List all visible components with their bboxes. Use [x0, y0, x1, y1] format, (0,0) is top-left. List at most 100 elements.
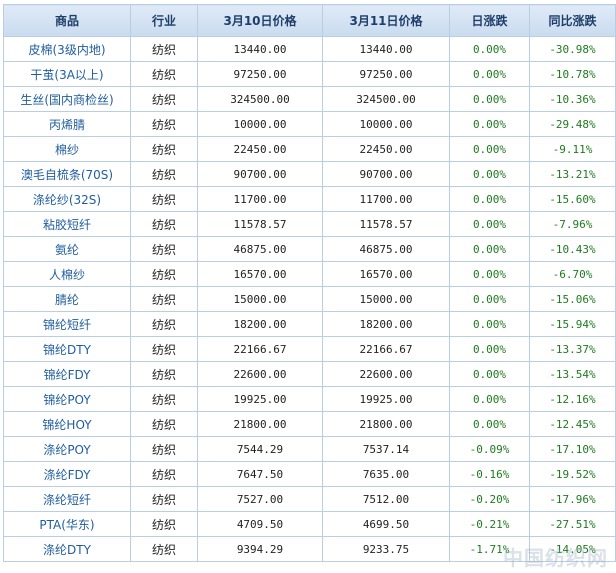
cell-daily-change: -0.21% — [449, 511, 530, 537]
cell-product: 粘胶短纤 — [3, 211, 131, 237]
cell-daily-change: 0.00% — [449, 311, 530, 337]
cell-product: PTA(华东) — [3, 511, 131, 537]
cell-price-mar10: 11700.00 — [197, 186, 323, 212]
cell-product: 锦纶DTY — [3, 336, 131, 362]
cell-price-mar10: 9394.29 — [197, 536, 323, 562]
table-row: 锦纶POY 纺织 19925.00 19925.00 0.00% -12.16% — [3, 386, 616, 412]
cell-price-mar11: 18200.00 — [322, 311, 450, 337]
cell-industry: 纺织 — [130, 461, 198, 487]
cell-product: 干茧(3A以上) — [3, 61, 131, 87]
cell-daily-change: 0.00% — [449, 286, 530, 312]
cell-price-mar10: 7647.50 — [197, 461, 323, 487]
price-table: 商品 行业 3月10日价格 3月11日价格 日涨跌 同比涨跌 皮棉(3级内地) 纺… — [3, 4, 616, 562]
price-table-container: 商品 行业 3月10日价格 3月11日价格 日涨跌 同比涨跌 皮棉(3级内地) 纺… — [3, 4, 616, 562]
cell-yoy-change: -13.37% — [529, 336, 616, 362]
cell-yoy-change: -15.94% — [529, 311, 616, 337]
cell-daily-change: -0.20% — [449, 486, 530, 512]
cell-price-mar11: 4699.50 — [322, 511, 450, 537]
cell-industry: 纺织 — [130, 136, 198, 162]
cell-price-mar10: 90700.00 — [197, 161, 323, 187]
cell-product: 涤纶DTY — [3, 536, 131, 562]
header-product: 商品 — [3, 4, 131, 37]
cell-product: 丙烯腈 — [3, 111, 131, 137]
cell-product: 涤纶短纤 — [3, 486, 131, 512]
cell-price-mar11: 7537.14 — [322, 436, 450, 462]
cell-daily-change: 0.00% — [449, 136, 530, 162]
cell-industry: 纺织 — [130, 411, 198, 437]
cell-product: 澳毛自梳条(70S) — [3, 161, 131, 187]
cell-yoy-change: -10.36% — [529, 86, 616, 112]
cell-product: 生丝(国内商检丝) — [3, 86, 131, 112]
cell-product: 氨纶 — [3, 236, 131, 262]
cell-price-mar11: 15000.00 — [322, 286, 450, 312]
header-price-mar10: 3月10日价格 — [197, 4, 323, 37]
cell-price-mar11: 97250.00 — [322, 61, 450, 87]
table-row: 粘胶短纤 纺织 11578.57 11578.57 0.00% -7.96% — [3, 211, 616, 237]
cell-product: 皮棉(3级内地) — [3, 36, 131, 62]
cell-yoy-change: -19.52% — [529, 461, 616, 487]
table-row: 皮棉(3级内地) 纺织 13440.00 13440.00 0.00% -30.98% — [3, 36, 616, 62]
cell-industry: 纺织 — [130, 36, 198, 62]
cell-product: 腈纶 — [3, 286, 131, 312]
cell-price-mar11: 22600.00 — [322, 361, 450, 387]
cell-industry: 纺织 — [130, 286, 198, 312]
table-row: 锦纶HOY 纺织 21800.00 21800.00 0.00% -12.45% — [3, 411, 616, 437]
table-row: 澳毛自梳条(70S) 纺织 90700.00 90700.00 0.00% -13.21% — [3, 161, 616, 187]
cell-price-mar10: 21800.00 — [197, 411, 323, 437]
cell-yoy-change: -15.06% — [529, 286, 616, 312]
cell-price-mar11: 7512.00 — [322, 486, 450, 512]
cell-price-mar11: 90700.00 — [322, 161, 450, 187]
cell-price-mar10: 22600.00 — [197, 361, 323, 387]
cell-product: 锦纶短纤 — [3, 311, 131, 337]
table-body: 皮棉(3级内地) 纺织 13440.00 13440.00 0.00% -30.98% 干茧… — [3, 36, 616, 562]
cell-price-mar10: 19925.00 — [197, 386, 323, 412]
cell-industry: 纺织 — [130, 536, 198, 562]
cell-daily-change: 0.00% — [449, 211, 530, 237]
cell-yoy-change: -30.98% — [529, 36, 616, 62]
table-row: 棉纱 纺织 22450.00 22450.00 0.00% -9.11% — [3, 136, 616, 162]
cell-yoy-change: -15.60% — [529, 186, 616, 212]
cell-price-mar11: 22166.67 — [322, 336, 450, 362]
table-row: 涤纶DTY 纺织 9394.29 9233.75 -1.71% -14.05% — [3, 536, 616, 562]
table-row: 涤纶纱(32S) 纺织 11700.00 11700.00 0.00% -15.60% — [3, 186, 616, 212]
cell-industry: 纺织 — [130, 211, 198, 237]
cell-product: 锦纶HOY — [3, 411, 131, 437]
table-row: PTA(华东) 纺织 4709.50 4699.50 -0.21% -27.51% — [3, 511, 616, 537]
header-row: 商品 行业 3月10日价格 3月11日价格 日涨跌 同比涨跌 — [3, 4, 616, 37]
cell-price-mar10: 324500.00 — [197, 86, 323, 112]
table-row: 腈纶 纺织 15000.00 15000.00 0.00% -15.06% — [3, 286, 616, 312]
table-row: 涤纶POY 纺织 7544.29 7537.14 -0.09% -17.10% — [3, 436, 616, 462]
cell-industry: 纺织 — [130, 111, 198, 137]
cell-yoy-change: -10.78% — [529, 61, 616, 87]
cell-industry: 纺织 — [130, 511, 198, 537]
cell-price-mar10: 18200.00 — [197, 311, 323, 337]
table-row: 生丝(国内商检丝) 纺织 324500.00 324500.00 0.00% -10.36… — [3, 86, 616, 112]
cell-industry: 纺织 — [130, 386, 198, 412]
cell-yoy-change: -27.51% — [529, 511, 616, 537]
cell-price-mar11: 19925.00 — [322, 386, 450, 412]
cell-daily-change: -0.09% — [449, 436, 530, 462]
cell-yoy-change: -10.43% — [529, 236, 616, 262]
cell-yoy-change: -12.16% — [529, 386, 616, 412]
cell-daily-change: 0.00% — [449, 111, 530, 137]
cell-daily-change: 0.00% — [449, 386, 530, 412]
cell-price-mar11: 46875.00 — [322, 236, 450, 262]
cell-yoy-change: -6.70% — [529, 261, 616, 287]
cell-price-mar10: 13440.00 — [197, 36, 323, 62]
cell-product: 锦纶FDY — [3, 361, 131, 387]
cell-daily-change: -0.16% — [449, 461, 530, 487]
cell-price-mar10: 11578.57 — [197, 211, 323, 237]
cell-product: 涤纶FDY — [3, 461, 131, 487]
cell-price-mar10: 97250.00 — [197, 61, 323, 87]
cell-product: 人棉纱 — [3, 261, 131, 287]
cell-industry: 纺织 — [130, 486, 198, 512]
cell-price-mar11: 21800.00 — [322, 411, 450, 437]
cell-daily-change: 0.00% — [449, 236, 530, 262]
cell-price-mar11: 11700.00 — [322, 186, 450, 212]
cell-price-mar10: 15000.00 — [197, 286, 323, 312]
cell-yoy-change: -29.48% — [529, 111, 616, 137]
cell-price-mar11: 324500.00 — [322, 86, 450, 112]
cell-price-mar10: 46875.00 — [197, 236, 323, 262]
header-yoy-change: 同比涨跌 — [529, 4, 616, 37]
cell-price-mar11: 9233.75 — [322, 536, 450, 562]
